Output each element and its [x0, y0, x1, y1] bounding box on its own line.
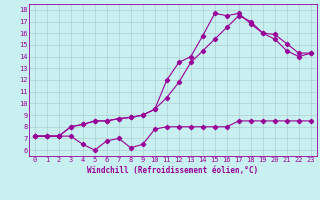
X-axis label: Windchill (Refroidissement éolien,°C): Windchill (Refroidissement éolien,°C) [87, 166, 258, 175]
